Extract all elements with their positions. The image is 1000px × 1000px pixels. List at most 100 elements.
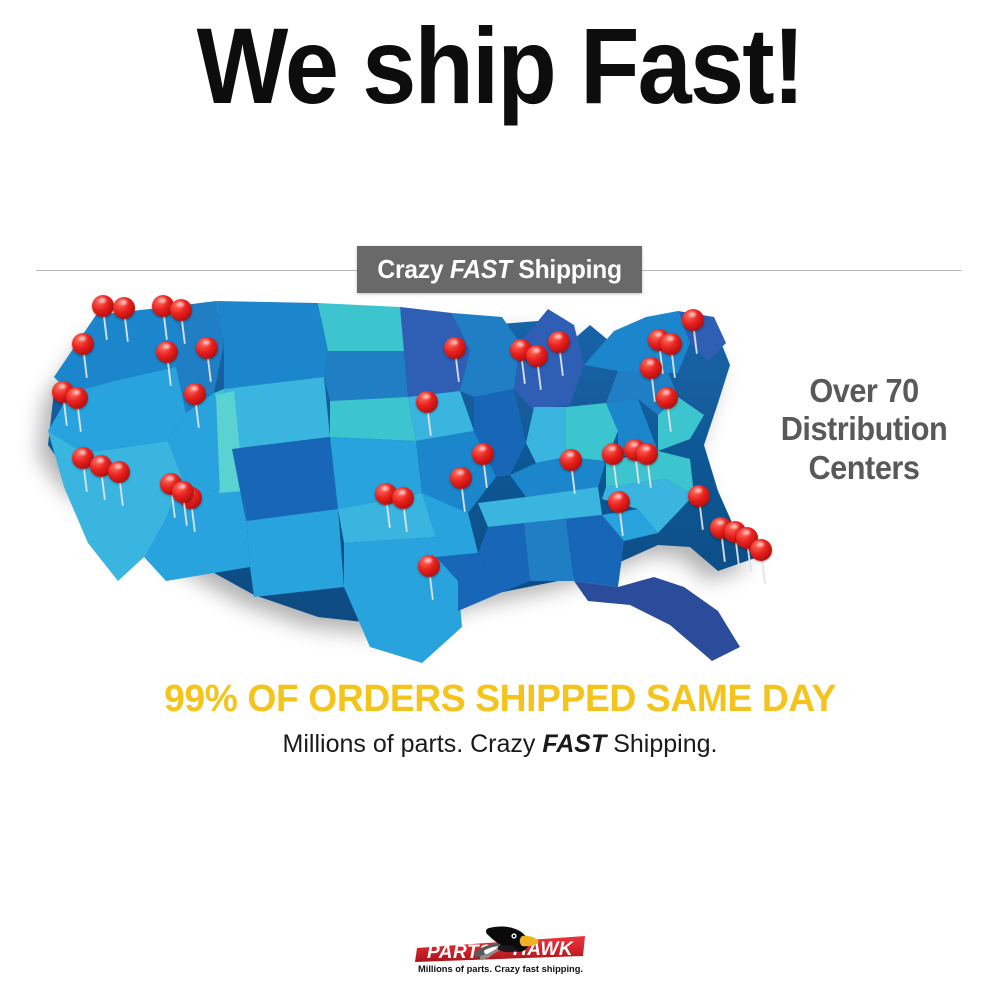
state-al — [524, 519, 574, 581]
pin-highlight — [757, 542, 764, 547]
subtitle-tagline: Millions of parts. Crazy FAST Shipping. — [0, 730, 1000, 759]
pin-highlight — [631, 442, 638, 447]
banner-text-pre: Crazy — [377, 254, 450, 284]
pin-highlight — [663, 390, 670, 395]
pin-head — [108, 461, 130, 483]
pin-head — [156, 341, 178, 363]
state-nm — [244, 491, 344, 597]
pin-head — [152, 295, 174, 317]
pin-mo-c — [470, 443, 496, 489]
pin-head — [184, 383, 206, 405]
pin-highlight — [555, 334, 562, 339]
pin-highlight — [79, 450, 86, 455]
pin-tx-wc — [390, 487, 416, 533]
crazy-fast-shipping-banner: Crazy FAST Shipping — [357, 246, 642, 293]
pin-head — [172, 481, 194, 503]
pin-highlight — [643, 446, 650, 451]
parts-hawk-logo[interactable]: PARTS HAWK Millions of parts. Crazy fast… — [413, 922, 588, 984]
pin-head — [640, 357, 662, 379]
pin-fl-s — [748, 539, 774, 585]
pin-highlight — [743, 530, 750, 535]
state-wy — [224, 377, 330, 449]
pin-head — [750, 539, 772, 561]
banner-label: Crazy FAST Shipping — [377, 254, 622, 285]
pin-highlight — [163, 344, 170, 349]
pin-wi-nn — [524, 345, 550, 391]
pin-head — [560, 449, 582, 471]
pin-id-nn — [168, 299, 194, 345]
pin-highlight — [203, 340, 210, 345]
logo-mark: PARTS HAWK — [415, 926, 585, 963]
state-ar — [422, 493, 478, 557]
pin-pa-e — [654, 387, 680, 433]
pin-tn-w — [558, 449, 584, 495]
pin-ne-c — [414, 391, 440, 437]
state-mn — [400, 307, 470, 397]
pin-id-n — [150, 295, 176, 341]
pin-head — [196, 337, 218, 359]
banner-text-post: Shipping — [511, 254, 622, 284]
pin-head — [450, 467, 472, 489]
pin-highlight — [533, 348, 540, 353]
pin-ma-ee — [658, 333, 684, 379]
pin-highlight — [423, 394, 430, 399]
pin-ky-c — [634, 443, 660, 489]
pin-head — [636, 443, 658, 465]
pin-head — [375, 483, 397, 505]
state-la — [436, 553, 500, 611]
pin-head — [444, 337, 466, 359]
pin-head — [682, 309, 704, 331]
pin-highlight — [667, 336, 674, 341]
pin-highlight — [167, 476, 174, 481]
state-ny — [584, 311, 690, 373]
distribution-center-pins — [18, 295, 772, 685]
pin-mt-c — [194, 337, 220, 383]
subtitle-emphasis: FAST — [542, 730, 607, 758]
state-in — [526, 407, 566, 463]
state-nd — [318, 303, 404, 351]
pin-ny-ne — [680, 309, 706, 355]
pin-head — [392, 487, 414, 509]
pin-highlight — [59, 384, 66, 389]
pin-highlight — [457, 470, 464, 475]
pin-head — [90, 455, 112, 477]
state-mt — [216, 301, 328, 389]
pin-head — [608, 491, 630, 513]
state-co — [232, 437, 338, 521]
distribution-centers-callout: Over 70 Distribution Centers — [756, 372, 972, 487]
pin-highlight — [717, 520, 724, 525]
pin-head — [602, 443, 624, 465]
pin-highlight — [120, 300, 127, 305]
pin-head — [72, 333, 94, 355]
state-or — [48, 367, 186, 453]
pin-ca-c — [106, 461, 132, 507]
pin-or-w — [64, 387, 90, 433]
pin-highlight — [479, 446, 486, 451]
pin-tx-s — [416, 555, 442, 601]
state-ky — [510, 457, 606, 497]
pin-wy-nw — [182, 383, 208, 429]
pin-wa-w — [70, 333, 96, 379]
pin-highlight — [399, 490, 406, 495]
pin-head — [416, 391, 438, 413]
state-az — [144, 477, 250, 581]
pin-mi-n — [546, 331, 572, 377]
pin-highlight — [115, 464, 122, 469]
banner-text-emphasis: FAST — [449, 254, 512, 284]
state-md-de — [658, 397, 704, 451]
pin-head — [656, 387, 678, 409]
pin-highlight — [731, 524, 738, 529]
pin-ca-n — [70, 447, 96, 493]
pin-highlight — [177, 302, 184, 307]
pin-highlight — [615, 494, 622, 499]
pin-ny-se — [638, 357, 664, 403]
pin-head — [548, 331, 570, 353]
pin-highlight — [73, 390, 80, 395]
pin-highlight — [567, 452, 574, 457]
subtitle-post: Shipping. — [606, 730, 718, 758]
subtitle-pre: Millions of parts. Crazy — [282, 730, 543, 758]
pin-highlight — [517, 342, 524, 347]
pin-head — [92, 295, 114, 317]
pin-ut-c — [170, 481, 196, 527]
side-text-line-1: Over 70 — [809, 372, 919, 409]
